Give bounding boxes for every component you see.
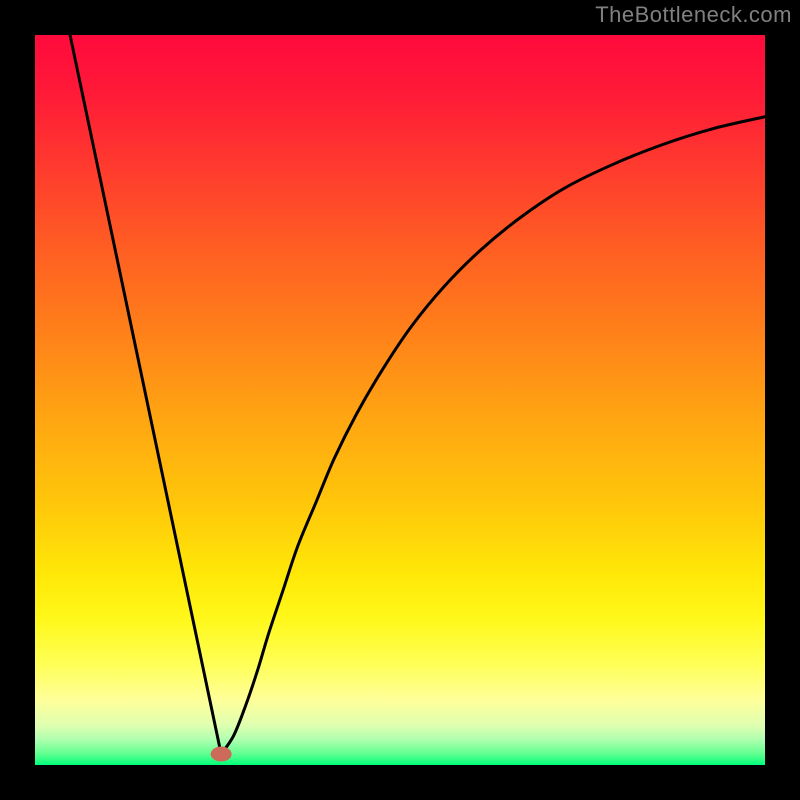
- plot-area: [35, 35, 765, 765]
- chart-container: TheBottleneck.com: [0, 0, 800, 800]
- plot-svg: [35, 35, 765, 765]
- gradient-background: [35, 35, 765, 765]
- minimum-marker: [211, 747, 231, 761]
- watermark-text: TheBottleneck.com: [595, 2, 792, 28]
